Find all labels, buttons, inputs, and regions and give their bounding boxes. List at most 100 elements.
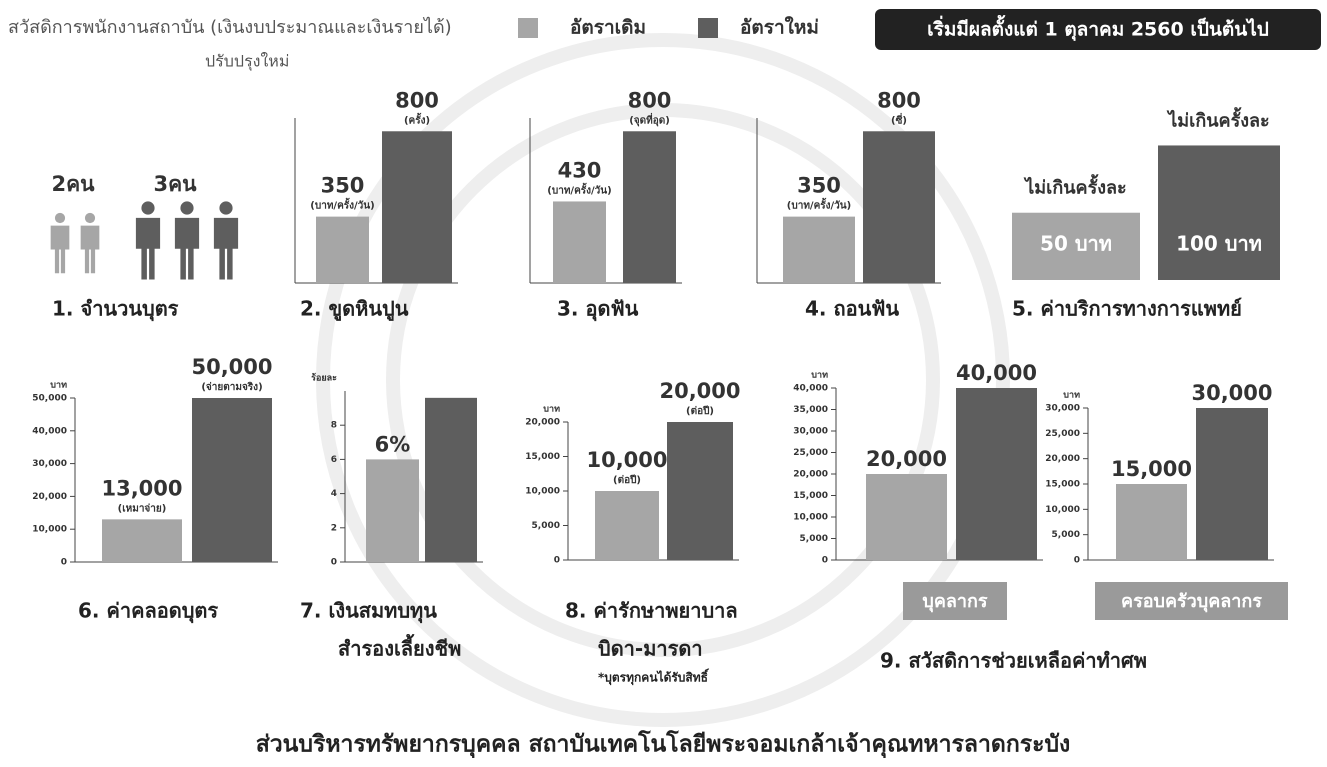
person-icon [51,213,70,273]
person-icon [214,201,238,279]
legend-label: อัตราเดิม [570,17,646,39]
bar [425,398,477,562]
person-icon [175,201,199,279]
y-tick-label: 40,000 [32,426,67,436]
value-label: 10,000 [586,448,667,472]
y-tick-label: 30,000 [793,427,828,437]
person-body [51,226,70,274]
infographic: สวัสดิการพนักงานสถาบัน (เงินงบประมาณและเ… [0,0,1327,767]
person-body [214,218,238,280]
y-tick-label: 6 [331,455,337,465]
y-tick-label: 4 [331,489,337,499]
category-label: บุคลากร [922,591,988,613]
y-axis-label: ร้อยละ [311,373,337,384]
bar [102,519,182,562]
value-label: 800 [628,88,672,112]
y-tick-label: 5,000 [532,521,560,531]
bar [863,131,935,283]
chart-title: 3. อุดฟัน [557,297,639,322]
value-label: 15,000 [1111,457,1192,481]
value-note: (บาท/ครั้ง/วัน) [547,182,611,196]
bar [956,388,1037,560]
bar [366,459,419,562]
person-body [175,218,199,280]
bar [192,398,272,562]
y-tick-label: 0 [822,556,828,566]
y-tick-label: 50,000 [32,394,67,404]
y-tick-label: 0 [61,558,67,568]
person-icon [81,213,100,273]
value-label: 800 [395,88,439,112]
y-tick-label: 20,000 [1045,454,1080,464]
y-tick-label: 5,000 [1052,530,1080,540]
y-tick-label: 15,000 [1045,480,1080,490]
bar [1158,145,1280,280]
value-label: 30,000 [1191,381,1272,405]
bar [623,131,676,283]
y-axis-label: บาท [1063,391,1080,401]
value-label: 13,000 [101,476,182,500]
value-label: 350 [321,174,365,198]
chart: บาท 0 5,000 10,000 15,000 20,000 25,000 30,000 3… [793,361,1147,673]
bar [316,217,369,283]
value-label: 6% [375,432,411,456]
chart-title: 1. จำนวนบุตร [52,297,179,322]
y-tick-label: 40,000 [793,384,828,394]
person-head [141,201,154,214]
box-heading: ไม่เกินครั้งละ [1023,174,1126,199]
bar [866,474,947,560]
y-tick-label: 30,000 [1045,404,1080,414]
y-tick-label: 0 [1074,556,1080,566]
page-subtitle: ปรับปรุงใหม่ [205,52,289,72]
chart-title: บิดา-มารดา [598,637,703,661]
chart-title: 5. ค่าบริการทางการแพทย์ [1012,297,1242,321]
chart-title: สำรองเลี้ยงชีพ [338,634,461,661]
footer: ส่วนบริหารทรัพยากรบุคคล สถาบันเทคโนโลยีพ… [256,730,1071,759]
page-title: สวัสดิการพนักงานสถาบัน (เงินงบประมาณและเ… [8,16,452,38]
y-tick-label: 20,000 [525,418,560,428]
value-label: 2คน [51,172,95,196]
y-tick-label: 20,000 [32,492,67,502]
person-head [180,201,193,214]
y-tick-label: 15,000 [525,452,560,462]
y-tick-label: 35,000 [793,405,828,415]
legend-swatch [518,18,538,38]
y-tick-label: 10,000 [1045,505,1080,515]
chart: บาท010,00020,00030,00040,00050,00013,000… [32,355,278,624]
y-tick-label: 0 [331,558,337,568]
value-note: (บาท/ครั้ง/วัน) [787,198,851,212]
value-label: 50,000 [191,355,272,379]
chart: 430(บาท/ครั้ง/วัน)800(จุดที่อุด)3. อุดฟั… [530,88,682,321]
chart-title: 8. ค่ารักษาพยาบาล [565,599,738,623]
value-label: 50 บาท [1040,232,1112,256]
value-label: 100 บาท [1176,232,1262,256]
value-note: (บาท/ครั้ง/วัน) [310,198,374,212]
category-label: ครอบครัวบุคลากร [1121,591,1262,613]
y-tick-label: 25,000 [793,448,828,458]
value-note: (ต่อปี) [686,405,714,417]
chart: 2คน 3คน 1. จำนวนบุตร [51,172,238,322]
y-tick-label: 10,000 [525,487,560,497]
y-tick-label: 10,000 [32,525,67,535]
value-label: 350 [797,174,841,198]
y-tick-label: 25,000 [1045,429,1080,439]
bar [595,491,659,560]
person-head [55,213,65,223]
chart: บาท 0 5,000 10,000 15,000 20,000 25,000 30,000 1… [1045,381,1288,620]
value-note: (จุดที่อุด) [629,112,670,126]
chart-note: *บุตรทุกคนได้รับสิทธิ์ [598,669,710,686]
bar [667,422,733,560]
y-tick-label: 5,000 [800,534,828,544]
person-head [85,213,95,223]
chart-title: 6. ค่าคลอดบุตร [78,599,218,624]
chart-title: 7. เงินสมทบทุน [300,599,437,624]
value-note: (ซี่) [891,112,907,126]
bar [553,201,606,283]
chart-title: 9. สวัสดิการช่วยเหลือค่าทำศพ [880,649,1147,673]
y-axis-label: บาท [811,371,828,381]
value-label: 3คน [153,172,197,196]
y-axis-label: บาท [50,381,67,391]
y-tick-label: 0 [554,556,560,566]
